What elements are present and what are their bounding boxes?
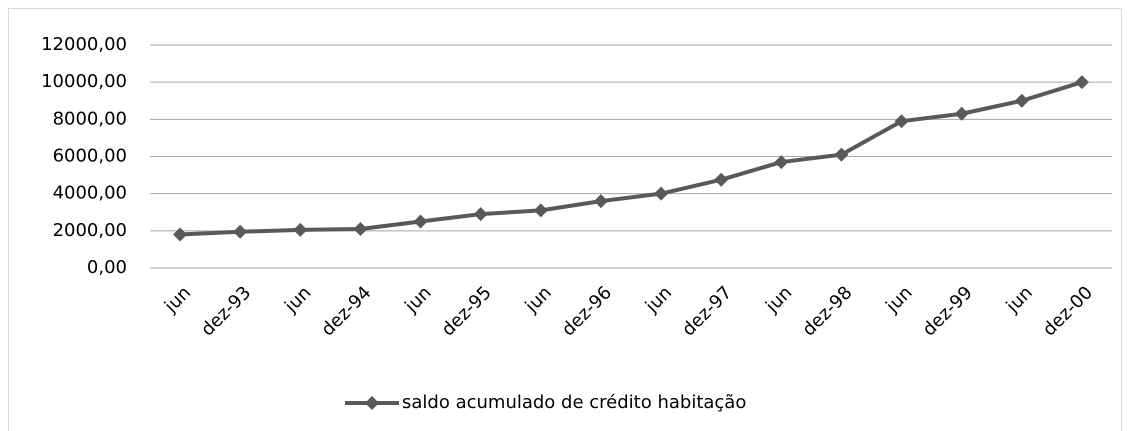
x-tick-label: jun	[400, 282, 435, 317]
x-tick-label: jun	[641, 282, 676, 317]
x-tick-label: dez-95	[438, 282, 496, 340]
x-tick-label: dez-94	[317, 282, 375, 340]
x-tick-label: dez-97	[678, 282, 736, 340]
marker	[413, 214, 428, 229]
marker	[954, 106, 969, 121]
y-tick-label: 6000,00	[53, 146, 127, 167]
x-tick-label: dez-96	[558, 282, 616, 340]
marker	[533, 203, 548, 218]
y-tick-label: 2000,00	[53, 220, 127, 241]
marker	[293, 222, 308, 237]
x-tick-label: dez-98	[798, 282, 856, 340]
y-tick-label: 0,00	[87, 257, 127, 278]
marker	[1014, 93, 1029, 108]
chart-frame	[8, 8, 1122, 431]
marker	[654, 186, 669, 201]
legend-marker	[365, 396, 379, 410]
x-tick-label: jun	[280, 282, 315, 317]
x-tick-label: jun	[761, 282, 796, 317]
marker	[173, 227, 188, 242]
marker	[353, 221, 368, 236]
x-tick-label: dez-99	[919, 282, 977, 340]
marker	[593, 194, 608, 209]
marker	[233, 224, 248, 239]
y-tick-label: 12000,00	[41, 34, 127, 55]
marker	[834, 147, 849, 162]
x-tick-label: dez-00	[1039, 282, 1097, 340]
x-tick-label: dez-93	[197, 282, 255, 340]
y-tick-label: 4000,00	[53, 183, 127, 204]
marker	[714, 172, 729, 187]
marker	[473, 207, 488, 222]
marker	[774, 155, 789, 170]
x-tick-label: jun	[521, 282, 556, 317]
y-tick-label: 8000,00	[53, 108, 127, 129]
x-tick-label: jun	[881, 282, 916, 317]
y-tick-label: 10000,00	[41, 71, 127, 92]
legend-label: saldo acumulado de crédito habitação	[402, 392, 746, 413]
marker	[894, 114, 909, 129]
x-tick-label: jun	[1002, 282, 1037, 317]
marker	[1074, 75, 1089, 90]
series-line	[179, 80, 1083, 237]
x-tick-label: jun	[160, 282, 195, 317]
